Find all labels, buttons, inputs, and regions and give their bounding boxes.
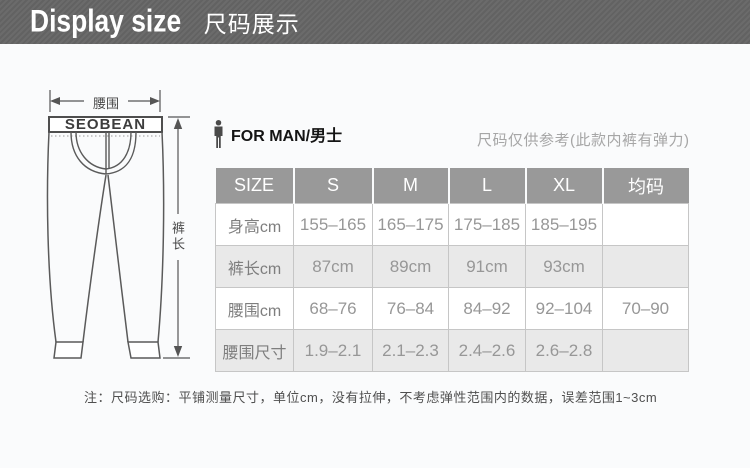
row-label: 腰围尺寸 [215,329,294,372]
man-icon [214,120,223,148]
page-title-zh: 尺码展示 [203,11,300,37]
pant-legs [46,131,165,359]
size-cell: 89cm [372,245,449,288]
pants-outline-svg [46,90,190,359]
size-cell: 91cm [448,245,526,288]
page-title-en: Display size [30,4,182,39]
row-label: 腰围cm [215,287,294,330]
size-cell: 70–90 [602,287,689,330]
waist-arrowhead-right [150,97,160,105]
table-row: 身高cm 155–165 165–175 175–185 185–195 [215,203,689,246]
table-header-row: SIZE S M L XL 均码 [215,168,689,204]
size-cell: 93cm [525,245,603,288]
column-header: S [292,168,373,204]
size-table: SIZE S M L XL 均码 身高cm 155–165 165–175 17… [215,168,689,372]
column-header: SIZE [215,168,294,204]
table-row: 腰围cm 68–76 76–84 84–92 92–104 70–90 [215,287,689,330]
column-header: L [447,168,526,204]
column-header: 均码 [601,168,689,204]
size-cell: 2.6–2.8 [525,329,603,372]
size-cell: 185–195 [525,203,603,246]
size-cell [602,203,689,246]
pants-size-diagram: SEOBEAN 腰围 裤长 [0,44,220,380]
fly-seams [70,131,137,175]
waist-arrowhead-left [50,97,60,105]
waist-measure-label: 腰围 [92,96,119,111]
reference-note: 尺码仅供参考(此款内裤有弹力) [477,132,690,149]
size-cell: 2.4–2.6 [448,329,526,372]
size-cell: 87cm [293,245,373,288]
audience-heading: FOR MAN/男士 [213,120,342,148]
length-measure-label: 裤长 [170,221,185,253]
page-header: Display size 尺码展示 [0,0,750,44]
size-cell: 2.1–2.3 [372,329,449,372]
table-row: 腰围尺寸 1.9–2.1 2.1–2.3 2.4–2.6 2.6–2.8 [215,329,689,372]
row-label: 身高cm [215,203,294,246]
size-cell: 1.9–2.1 [293,329,373,372]
size-cell: 92–104 [525,287,603,330]
audience-label: FOR MAN/男士 [231,128,343,145]
table-row: 裤长cm 87cm 89cm 91cm 93cm [215,245,689,288]
size-cell: 76–84 [372,287,449,330]
length-arrowhead-bottom [173,346,183,357]
row-label: 裤长cm [215,245,294,288]
brand-label: SEOBEAN [64,116,147,133]
size-cell: 165–175 [372,203,449,246]
purchase-footnote: 注：尺码选购：平铺测量尺寸，单位cm，没有拉伸，不考虑弹性范围内的数据，误差范围… [84,390,658,405]
length-arrow [163,116,190,359]
size-cell: 84–92 [448,287,526,330]
size-cell: 155–165 [293,203,373,246]
size-cell [602,245,689,288]
column-header: XL [524,168,603,204]
column-header: M [371,168,449,204]
size-cell: 175–185 [448,203,526,246]
length-arrowhead-top [173,118,183,129]
size-cell: 68–76 [293,287,373,330]
size-cell [602,329,689,372]
